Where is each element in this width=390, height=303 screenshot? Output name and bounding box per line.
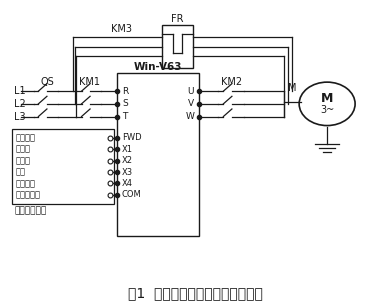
Text: Win-V63: Win-V63 xyxy=(134,62,183,72)
Text: KM1: KM1 xyxy=(79,77,100,87)
Text: FWD: FWD xyxy=(122,133,142,142)
Text: KM2: KM2 xyxy=(222,77,243,87)
Text: KM3: KM3 xyxy=(111,24,132,34)
Text: 图1  球磨机变频调速改造主电路图: 图1 球磨机变频调速改造主电路图 xyxy=(128,286,262,300)
Text: FR: FR xyxy=(171,14,184,24)
Text: L3: L3 xyxy=(14,112,25,122)
Text: S: S xyxy=(122,99,128,108)
Text: QS: QS xyxy=(41,77,54,87)
Text: L2: L2 xyxy=(14,99,26,109)
Bar xyxy=(117,73,199,236)
Text: 故障复位: 故障复位 xyxy=(16,179,35,188)
Text: X1: X1 xyxy=(122,145,133,154)
Text: 率选择: 率选择 xyxy=(16,156,30,165)
Text: M: M xyxy=(321,92,333,105)
Text: M: M xyxy=(288,83,296,93)
Text: X2: X2 xyxy=(122,156,133,165)
Text: COM: COM xyxy=(122,190,142,199)
Text: V: V xyxy=(188,99,194,108)
Bar xyxy=(12,128,114,204)
Text: 急停: 急停 xyxy=(16,168,25,177)
Text: X4: X4 xyxy=(122,179,133,188)
Text: 正转命令: 正转命令 xyxy=(16,133,35,142)
Text: U: U xyxy=(188,87,194,96)
Text: 3~: 3~ xyxy=(320,105,334,115)
Text: R: R xyxy=(122,87,128,96)
Bar xyxy=(162,25,193,68)
Text: T: T xyxy=(122,112,127,121)
Text: W: W xyxy=(185,112,194,121)
Text: 数字信号地: 数字信号地 xyxy=(16,190,41,199)
Text: L1: L1 xyxy=(14,86,25,96)
Text: X3: X3 xyxy=(122,168,133,177)
Text: 球磨机控制台: 球磨机控制台 xyxy=(15,206,47,215)
Text: 多段频: 多段频 xyxy=(16,145,30,154)
